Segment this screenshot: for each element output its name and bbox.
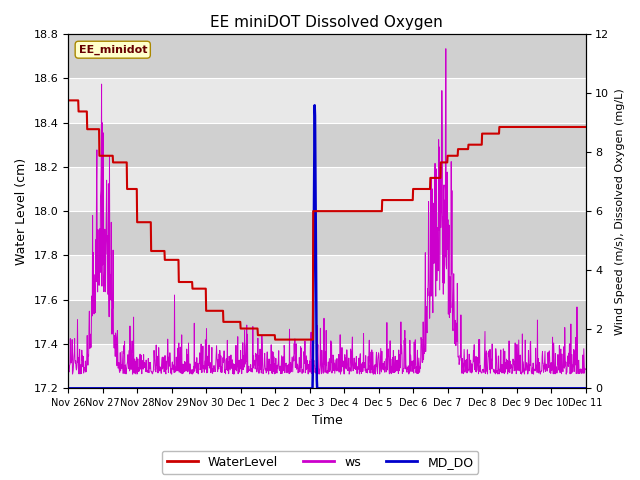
MD_DO <box>237 385 245 391</box>
ws <box>64 343 72 349</box>
MD_DO <box>179 385 187 391</box>
ws <box>407 358 415 364</box>
Line: WaterLevel: WaterLevel <box>68 100 585 339</box>
WaterLevel <box>179 279 187 285</box>
WaterLevel <box>520 124 528 130</box>
WaterLevel <box>64 97 72 103</box>
Bar <box>68 122 586 167</box>
ws <box>237 360 245 365</box>
ws <box>180 367 188 373</box>
WaterLevel <box>237 325 245 331</box>
ws <box>442 46 450 51</box>
Bar <box>68 78 586 122</box>
ws <box>129 371 136 377</box>
Bar <box>68 34 586 78</box>
MD_DO <box>407 385 415 391</box>
WaterLevel <box>475 142 483 147</box>
Y-axis label: Water Level (cm): Water Level (cm) <box>15 157 28 264</box>
Line: MD_DO: MD_DO <box>68 105 585 388</box>
MD_DO <box>581 385 589 391</box>
MD_DO <box>475 385 483 391</box>
MD_DO <box>167 385 175 391</box>
MD_DO <box>64 385 72 391</box>
MD_DO <box>520 385 528 391</box>
ws <box>521 371 529 377</box>
Bar <box>68 211 586 255</box>
Line: ws: ws <box>68 48 585 374</box>
WaterLevel <box>271 336 279 342</box>
ws <box>581 366 589 372</box>
ws <box>167 367 175 373</box>
Bar <box>68 300 586 344</box>
Y-axis label: Wind Speed (m/s), Dissolved Oxygen (mg/L): Wind Speed (m/s), Dissolved Oxygen (mg/L… <box>615 88 625 335</box>
Text: EE_minidot: EE_minidot <box>79 45 147 55</box>
Title: EE miniDOT Dissolved Oxygen: EE miniDOT Dissolved Oxygen <box>211 15 444 30</box>
Bar <box>68 344 586 388</box>
WaterLevel <box>407 197 415 203</box>
WaterLevel <box>167 257 175 263</box>
MD_DO <box>311 102 319 108</box>
Legend: WaterLevel, ws, MD_DO: WaterLevel, ws, MD_DO <box>161 451 479 474</box>
X-axis label: Time: Time <box>312 414 342 427</box>
Bar <box>68 255 586 300</box>
WaterLevel <box>581 124 589 130</box>
ws <box>475 336 483 342</box>
Bar <box>68 167 586 211</box>
